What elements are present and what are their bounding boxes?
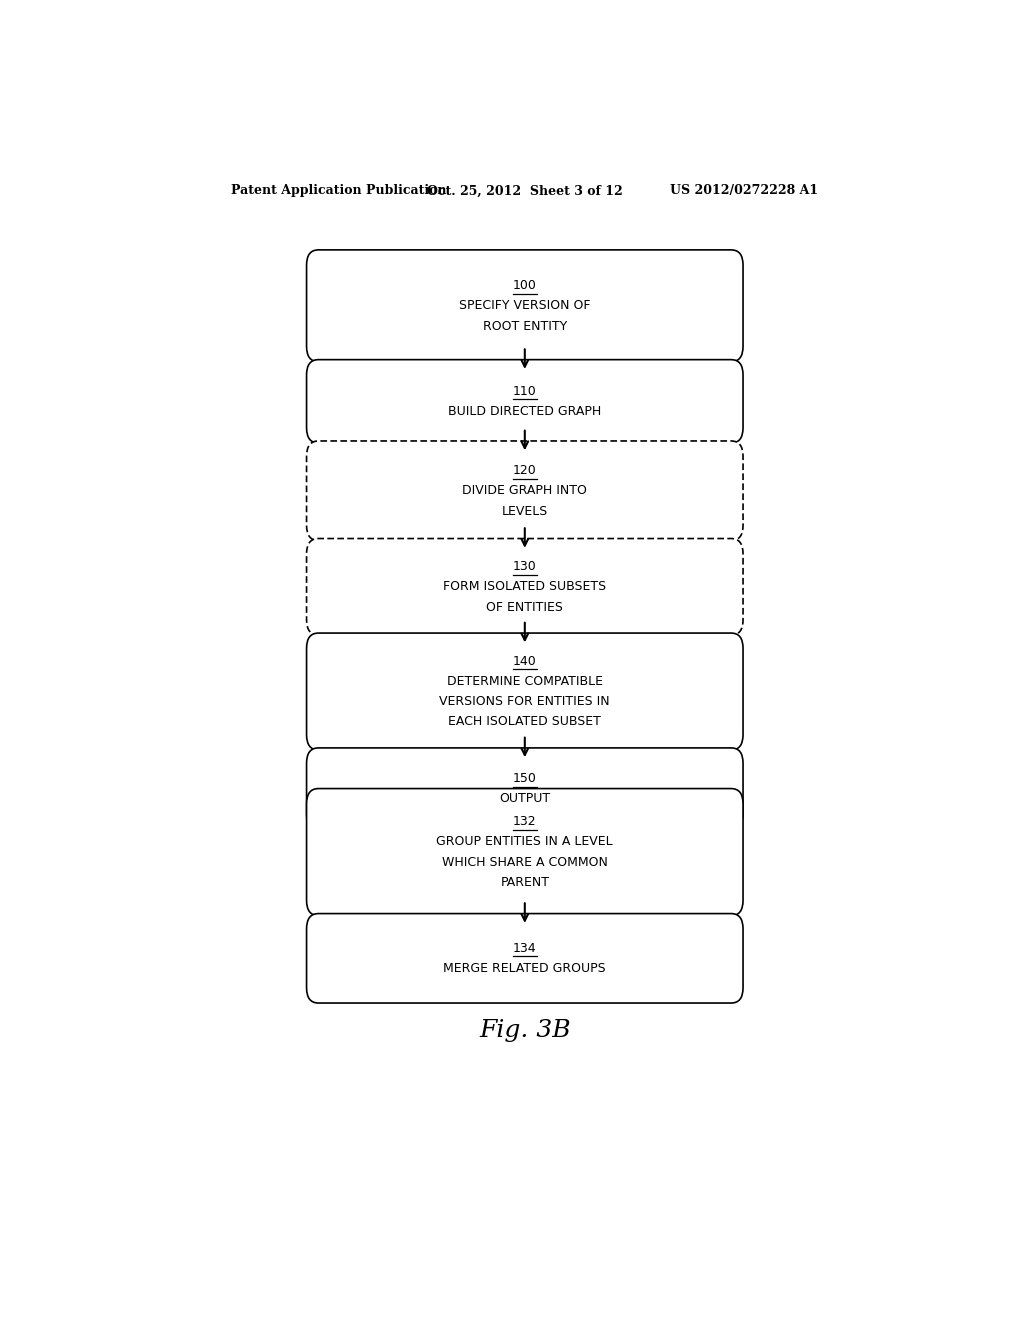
Text: VERSIONS FOR ENTITIES IN: VERSIONS FOR ENTITIES IN bbox=[439, 696, 610, 708]
Text: Patent Application Publication: Patent Application Publication bbox=[231, 185, 446, 198]
Text: FORM ISOLATED SUBSETS: FORM ISOLATED SUBSETS bbox=[443, 581, 606, 593]
Text: 132: 132 bbox=[513, 816, 537, 828]
Text: 150: 150 bbox=[513, 772, 537, 785]
Text: PARENT: PARENT bbox=[501, 876, 549, 890]
FancyBboxPatch shape bbox=[306, 249, 743, 362]
Text: BUILD DIRECTED GRAPH: BUILD DIRECTED GRAPH bbox=[449, 405, 601, 418]
Text: 134: 134 bbox=[513, 941, 537, 954]
FancyBboxPatch shape bbox=[306, 634, 743, 750]
Text: 100: 100 bbox=[513, 279, 537, 292]
Text: EACH ISOLATED SUBSET: EACH ISOLATED SUBSET bbox=[449, 715, 601, 729]
FancyBboxPatch shape bbox=[306, 788, 743, 916]
Text: ROOT ENTITY: ROOT ENTITY bbox=[482, 319, 567, 333]
Text: GROUP ENTITIES IN A LEVEL: GROUP ENTITIES IN A LEVEL bbox=[436, 836, 613, 849]
Text: Oct. 25, 2012  Sheet 3 of 12: Oct. 25, 2012 Sheet 3 of 12 bbox=[427, 185, 623, 198]
Text: MERGE RELATED GROUPS: MERGE RELATED GROUPS bbox=[443, 962, 606, 975]
Text: WHICH SHARE A COMMON: WHICH SHARE A COMMON bbox=[442, 855, 607, 869]
FancyBboxPatch shape bbox=[306, 539, 743, 635]
Text: OF ENTITIES: OF ENTITIES bbox=[486, 601, 563, 614]
FancyBboxPatch shape bbox=[306, 359, 743, 444]
FancyBboxPatch shape bbox=[306, 748, 743, 829]
Text: US 2012/0272228 A1: US 2012/0272228 A1 bbox=[671, 185, 818, 198]
Text: Fig. 3A: Fig. 3A bbox=[479, 841, 570, 865]
Text: 130: 130 bbox=[513, 560, 537, 573]
Text: OUTPUT: OUTPUT bbox=[500, 792, 550, 805]
Text: 110: 110 bbox=[513, 384, 537, 397]
FancyBboxPatch shape bbox=[306, 913, 743, 1003]
Text: DETERMINE COMPATIBLE: DETERMINE COMPATIBLE bbox=[446, 675, 603, 688]
FancyBboxPatch shape bbox=[306, 441, 743, 541]
Text: 120: 120 bbox=[513, 463, 537, 477]
Text: LEVELS: LEVELS bbox=[502, 504, 548, 517]
Text: DIVIDE GRAPH INTO: DIVIDE GRAPH INTO bbox=[463, 484, 587, 498]
Text: 140: 140 bbox=[513, 655, 537, 668]
Text: Fig. 3B: Fig. 3B bbox=[479, 1019, 570, 1041]
Text: SPECIFY VERSION OF: SPECIFY VERSION OF bbox=[459, 300, 591, 313]
